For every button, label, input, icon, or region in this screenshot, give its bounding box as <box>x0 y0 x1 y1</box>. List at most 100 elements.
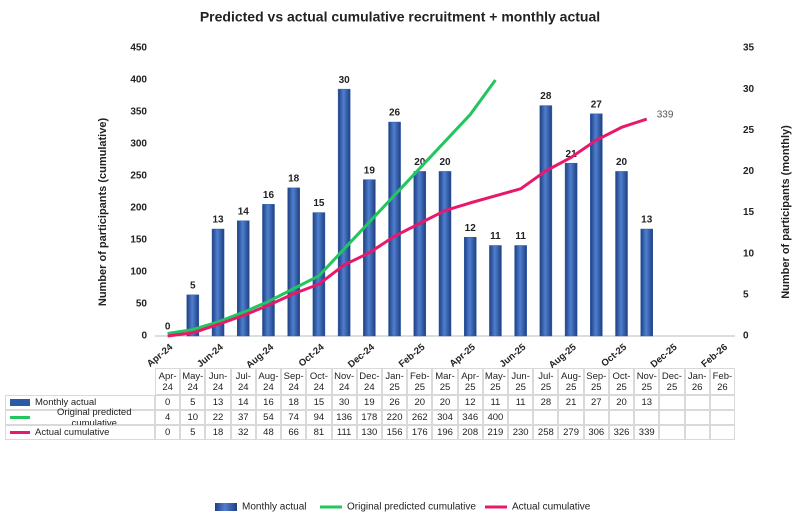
x-tick-label: Aug-24 <box>244 341 276 371</box>
bar <box>237 220 250 337</box>
table-cell: 19 <box>356 395 382 410</box>
table-cell: 10 <box>180 410 206 425</box>
row-label: Monthly actual <box>35 397 97 408</box>
table-header-cell: Aug-25 <box>558 368 584 395</box>
x-tick-label: Apr-24 <box>145 341 176 369</box>
table-cell: 196 <box>432 425 458 440</box>
table-cell: 81 <box>306 425 332 440</box>
bar <box>463 237 477 337</box>
bar <box>615 171 628 337</box>
y-tick-label: 50 <box>136 299 148 310</box>
y2-tick-label: 30 <box>743 84 755 95</box>
table-cell: 48 <box>255 425 282 440</box>
table-cell <box>709 395 735 410</box>
table-cell: 18 <box>281 395 307 410</box>
y-tick-label: 300 <box>130 139 147 150</box>
table-cell: 22 <box>205 410 231 425</box>
line <box>167 117 648 338</box>
y-tick-label: 450 <box>130 43 147 54</box>
y-tick-label: 250 <box>130 171 147 182</box>
y2-tick-label: 25 <box>743 125 755 136</box>
table-cell: 258 <box>533 425 559 440</box>
table-cell: 94 <box>306 410 332 425</box>
table-cell: 208 <box>457 425 483 440</box>
table-header-cell: Feb-26 <box>709 368 735 395</box>
data-label: 20 <box>616 157 628 168</box>
table-header-cell: Jul-24 <box>230 368 256 395</box>
data-label: 20 <box>439 157 451 168</box>
table-header-cell: Dec-24 <box>356 368 382 395</box>
table-header-cell: Jul-25 <box>533 368 559 395</box>
table-cell: 176 <box>407 425 433 440</box>
table-header-cell: Jan-26 <box>684 368 710 395</box>
table-cell: 304 <box>432 410 458 425</box>
table-header-cell: Apr-24 <box>155 368 181 395</box>
x-tick-label: Oct-25 <box>599 341 629 369</box>
bar <box>287 187 300 337</box>
data-label: 5 <box>190 280 196 291</box>
y2-tick-label: 20 <box>743 166 755 177</box>
table-cell: 20 <box>432 395 458 410</box>
x-tick-label: Oct-24 <box>297 341 327 369</box>
data-label: 27 <box>591 99 603 110</box>
bar <box>363 179 376 337</box>
bar <box>262 204 275 337</box>
y-tick-label: 0 <box>141 331 147 342</box>
table-cell: 111 <box>331 425 357 440</box>
data-label: 13 <box>641 215 653 226</box>
table-cell: 15 <box>306 395 332 410</box>
table-cell <box>709 425 735 440</box>
table-cell: 20 <box>407 395 433 410</box>
legend-key <box>215 503 237 511</box>
bar <box>388 121 401 337</box>
table-cell <box>659 425 685 440</box>
bar <box>337 88 351 337</box>
data-label: 26 <box>389 108 401 119</box>
table-cell: 0 <box>155 425 181 440</box>
table-cell: 26 <box>381 395 408 410</box>
table-header-cell: Apr-25 <box>457 368 483 395</box>
table-header-cell: Nov-24 <box>331 368 357 395</box>
data-label: 0 <box>165 322 171 333</box>
table-cell: 346 <box>457 410 483 425</box>
table-cell: 220 <box>381 410 408 425</box>
data-label: 30 <box>339 75 351 86</box>
row-label: Actual cumulative <box>35 427 110 438</box>
y2-tick-label: 5 <box>743 289 749 300</box>
bar <box>413 171 427 337</box>
table-row-header: Actual cumulative <box>5 425 155 440</box>
table-cell: 18 <box>205 425 231 440</box>
table-header-cell: Dec-25 <box>659 368 685 395</box>
table-header-cell: Oct-25 <box>608 368 635 395</box>
table-cell: 136 <box>331 410 357 425</box>
table-cell: 156 <box>381 425 408 440</box>
y-axis-title: Number of participants (cumulative) <box>97 118 109 307</box>
bar <box>211 228 225 337</box>
table-cell <box>684 425 710 440</box>
table-cell <box>508 410 534 425</box>
table-cell: 21 <box>558 395 584 410</box>
table-cell: 306 <box>583 425 609 440</box>
row-label: Original predicted cumulative <box>57 406 132 429</box>
bar <box>640 228 653 337</box>
x-tick-label: Feb-26 <box>699 342 730 370</box>
table-cell: 54 <box>255 410 282 425</box>
bar <box>590 113 603 337</box>
data-label: 28 <box>540 91 552 102</box>
table-header-cell: Sep-24 <box>281 368 307 395</box>
table-cell: 5 <box>180 395 206 410</box>
table-cell: 66 <box>281 425 307 440</box>
table-cell: 32 <box>230 425 256 440</box>
table-cell: 262 <box>407 410 433 425</box>
table-cell: 230 <box>508 425 534 440</box>
data-label: 16 <box>263 190 275 201</box>
data-label: 14 <box>238 206 250 217</box>
legend-label: Monthly actual <box>242 502 306 513</box>
y2-axis-title: Number of participants (monthly) <box>780 125 792 299</box>
data-label: 18 <box>288 174 300 185</box>
bar <box>514 245 527 337</box>
table-header-cell: Feb-25 <box>407 368 433 395</box>
bar <box>564 162 578 337</box>
y-tick-label: 400 <box>130 75 147 86</box>
